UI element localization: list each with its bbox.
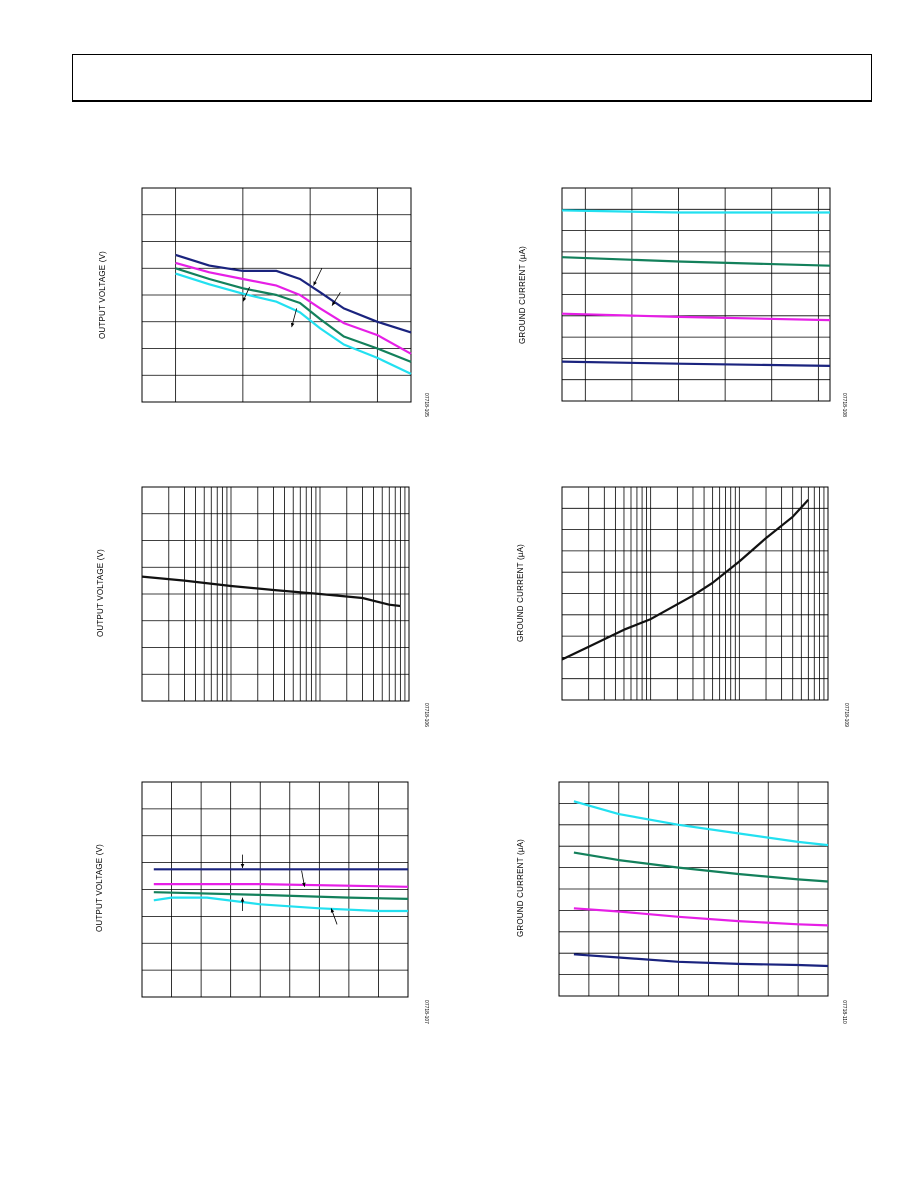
chart-output-voltage-1: OUTPUT VOLTAGE (V) 07718-105	[98, 187, 429, 417]
chart-output-voltage-3: OUTPUT VOLTAGE (V) 07718-107	[95, 781, 429, 1024]
series-line-4	[573, 953, 829, 968]
gridlines	[562, 188, 830, 401]
plot-area	[561, 486, 829, 701]
annotation-arrow-head	[313, 281, 317, 286]
gridlines	[142, 487, 409, 701]
series-line-3	[561, 312, 831, 322]
annotation-arrow-head	[302, 882, 306, 887]
annotation-arrow-head	[240, 864, 245, 868]
series-line-4	[153, 896, 408, 913]
series-line-2	[175, 261, 412, 355]
plot-area	[141, 486, 410, 702]
series-line-1	[561, 499, 810, 661]
plot-area	[141, 781, 409, 998]
series-line-2	[561, 256, 831, 267]
series-line-2	[573, 851, 829, 883]
figure-id: 07718-105	[423, 393, 429, 417]
annotation-arrow-head	[331, 301, 336, 306]
series-line-2	[153, 882, 409, 888]
chart-output-voltage-2: OUTPUT VOLTAGE (V) 07718-106	[96, 486, 429, 727]
series-line-4	[175, 272, 412, 375]
figure-id: 07718-106	[423, 703, 429, 727]
chart-ground-current-1: GROUND CURRENT (µA) 07718-108	[518, 187, 847, 417]
chart-ground-current-2: GROUND CURRENT (µA) 07718-109	[516, 486, 849, 727]
annotation-arrow-head	[330, 908, 335, 913]
series-line-1	[175, 253, 412, 334]
figure-id: 07718-108	[841, 393, 847, 417]
gridlines	[562, 487, 828, 700]
y-axis-label: OUTPUT VOLTAGE (V)	[95, 844, 104, 932]
plot-area	[141, 187, 412, 403]
y-axis-label: GROUND CURRENT (µA)	[518, 246, 527, 344]
plot-area	[558, 781, 829, 997]
annotation-arrow-head	[240, 897, 245, 902]
annotation-arrow-head	[290, 322, 295, 328]
figure-id: 07718-107	[423, 1000, 429, 1024]
page-header-box	[72, 54, 872, 102]
y-axis-label: OUTPUT VOLTAGE (V)	[96, 549, 105, 637]
series-line-1	[573, 800, 829, 847]
series-line-1	[141, 575, 401, 608]
plot-area	[561, 187, 831, 402]
y-axis-label: GROUND CURRENT (µA)	[516, 839, 525, 937]
chart-ground-current-3: GROUND CURRENT (µA) 07718-110	[516, 781, 847, 1024]
series-line-4	[561, 360, 831, 367]
series-line-3	[175, 267, 412, 363]
figure-id: 07718-109	[843, 703, 849, 727]
annotation-arrow-head	[242, 297, 247, 302]
y-axis-label: GROUND CURRENT (µA)	[516, 544, 525, 642]
series-line-1	[561, 209, 830, 214]
series-line-3	[573, 907, 829, 927]
figure-id: 07718-110	[841, 1000, 847, 1024]
gridlines	[142, 782, 408, 997]
y-axis-label: OUTPUT VOLTAGE (V)	[98, 251, 107, 339]
series-line-3	[153, 891, 409, 900]
